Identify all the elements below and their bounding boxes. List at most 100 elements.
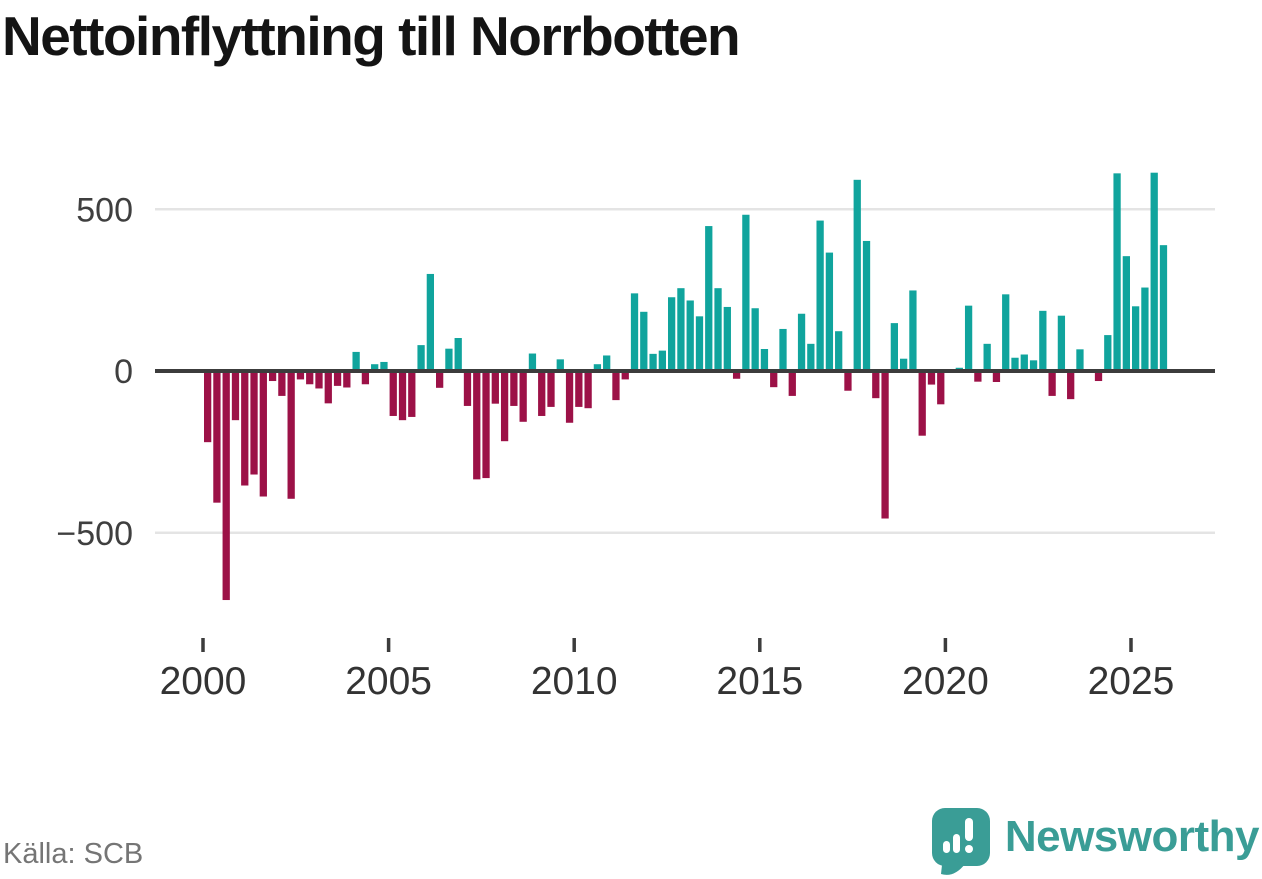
bar — [612, 371, 620, 401]
bar — [668, 297, 676, 371]
newsworthy-wordmark: Newsworthy — [1004, 812, 1260, 861]
x-tick-mark — [386, 638, 391, 652]
x-tick-label: 2015 — [716, 660, 803, 703]
bar — [603, 355, 611, 371]
bar — [1150, 172, 1158, 371]
gridline--500 — [155, 531, 1215, 534]
bar — [491, 371, 499, 404]
x-tick-label: 2000 — [160, 660, 247, 703]
bar — [677, 288, 685, 371]
bar — [1067, 371, 1075, 400]
source-label: Källa: SCB — [3, 838, 144, 870]
x-tick-mark — [1129, 638, 1133, 652]
bar — [825, 252, 834, 371]
bar — [575, 371, 583, 407]
newsworthy-logo-icon — [931, 808, 990, 875]
bar — [519, 371, 527, 422]
bar — [222, 371, 230, 601]
bar — [1141, 287, 1149, 371]
bar — [714, 288, 722, 371]
bar — [306, 371, 314, 385]
bar — [593, 364, 602, 371]
bar — [1122, 256, 1130, 371]
x-tick-mark — [201, 638, 205, 652]
bar — [788, 371, 796, 396]
bar — [417, 345, 425, 371]
bar — [732, 371, 741, 379]
bar — [816, 220, 824, 371]
bar — [343, 371, 351, 388]
bar — [658, 350, 666, 371]
bar — [556, 359, 564, 371]
y-tick-label: 500 — [76, 191, 133, 229]
bar-chart-svg: 500 0 −500 2000 2005 2010 2015 2020 2025 — [56, 172, 1215, 703]
bar — [927, 371, 936, 385]
bar — [436, 371, 444, 388]
bar — [204, 371, 212, 443]
bar — [398, 371, 407, 421]
bar — [751, 308, 759, 371]
bar — [807, 343, 815, 371]
bar — [686, 300, 694, 371]
bar — [1132, 306, 1140, 371]
bar — [1076, 349, 1084, 371]
bar — [1159, 245, 1168, 371]
bar — [565, 371, 574, 423]
bar — [992, 371, 1001, 382]
bar — [640, 311, 648, 371]
x-tick-mark — [758, 638, 762, 652]
bar — [918, 371, 926, 436]
bar — [723, 306, 731, 371]
bar — [584, 371, 592, 409]
bar — [872, 371, 880, 399]
bar — [705, 226, 713, 371]
bar — [1020, 354, 1028, 371]
bar — [1104, 335, 1112, 371]
bar — [454, 338, 462, 371]
bar — [1011, 357, 1019, 371]
bar — [426, 273, 434, 371]
bar — [1094, 371, 1103, 382]
bar — [862, 240, 871, 371]
x-tick-label: 2005 — [345, 660, 432, 703]
bar — [315, 371, 323, 389]
x-tick-mark — [572, 638, 576, 652]
bar — [250, 371, 258, 475]
bar — [760, 349, 769, 371]
bar — [695, 316, 704, 371]
chart-title: Nettoinflyttning till Norrbotten — [2, 5, 741, 67]
bar — [445, 348, 453, 371]
bar — [621, 371, 629, 380]
x-tick-label: 2025 — [1088, 660, 1175, 703]
bar — [881, 371, 889, 519]
bar — [937, 371, 945, 405]
bar — [324, 371, 332, 404]
bar — [287, 371, 295, 499]
bar — [213, 371, 221, 503]
bar — [241, 371, 249, 486]
bar — [900, 358, 908, 371]
bar — [890, 323, 898, 371]
bar — [770, 371, 778, 388]
bar — [296, 371, 305, 380]
zero-line — [155, 369, 1215, 373]
bar — [742, 214, 750, 371]
bar — [964, 305, 973, 371]
bar — [361, 371, 370, 385]
bar — [500, 371, 509, 442]
x-tick-label: 2020 — [902, 660, 989, 703]
y-tick-label: −500 — [56, 515, 133, 553]
bar — [1029, 360, 1038, 371]
bar — [909, 290, 917, 371]
newsworthy-logo: Newsworthy — [931, 808, 1260, 879]
bar — [463, 371, 472, 406]
bar — [389, 371, 397, 416]
bar — [630, 293, 639, 371]
bar — [473, 371, 481, 480]
bar — [1039, 310, 1047, 371]
bar — [268, 371, 277, 382]
bar — [797, 313, 806, 371]
bar — [333, 371, 342, 386]
bar — [259, 371, 267, 497]
bar — [1113, 173, 1121, 371]
